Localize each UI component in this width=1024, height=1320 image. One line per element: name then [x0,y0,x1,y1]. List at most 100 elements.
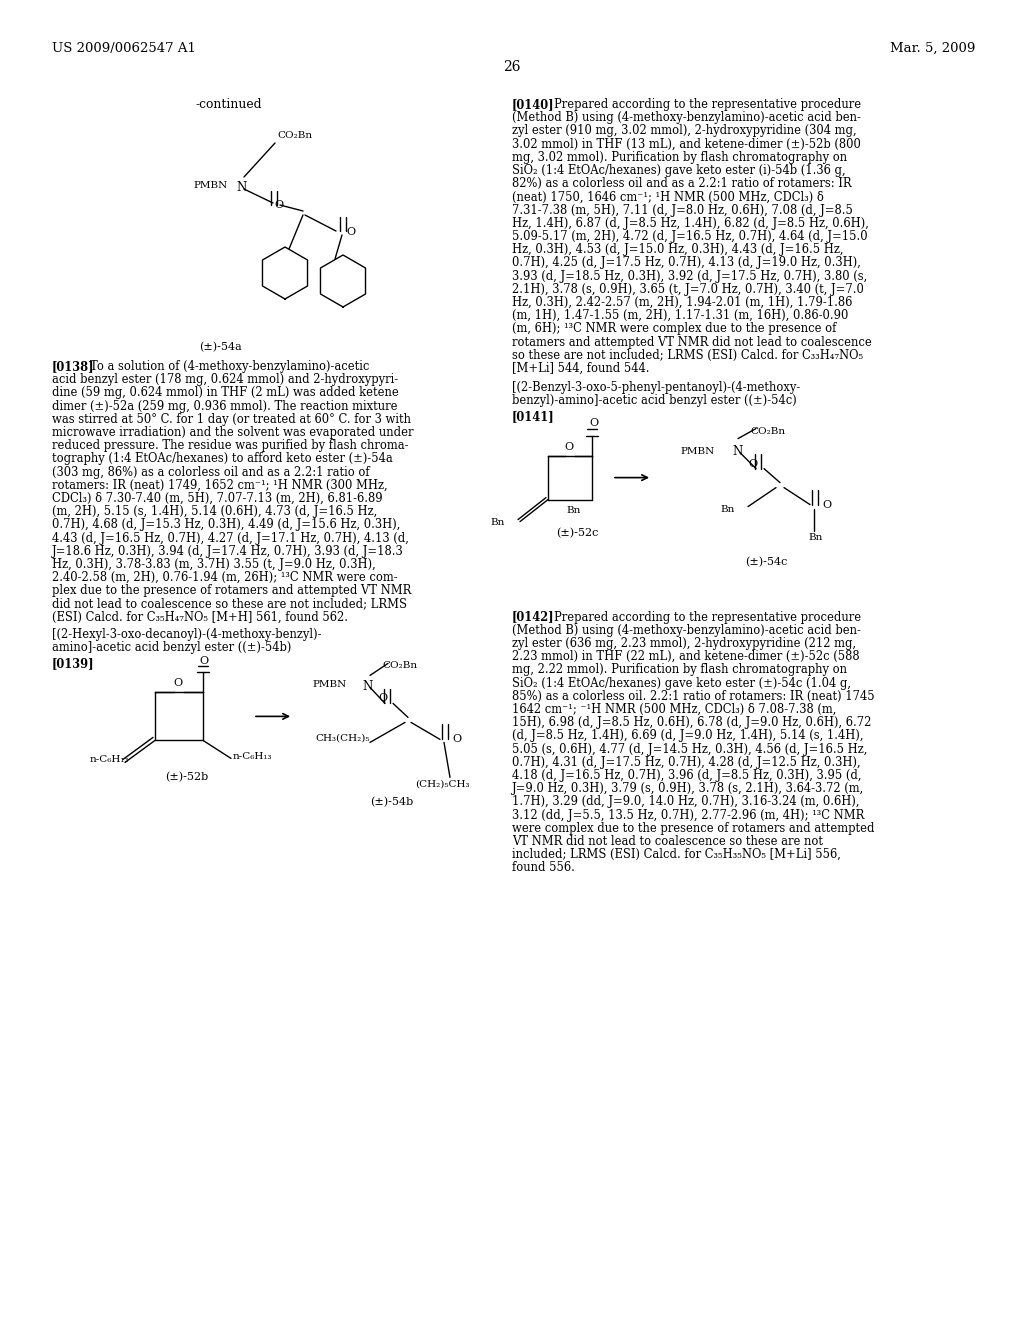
Text: (±)-54c: (±)-54c [745,557,787,566]
Text: 3.02 mmol) in THF (13 mL), and ketene-dimer (±)-52b (800: 3.02 mmol) in THF (13 mL), and ketene-di… [512,137,861,150]
Text: 26: 26 [503,59,521,74]
Text: 5.09-5.17 (m, 2H), 4.72 (d, J=16.5 Hz, 0.7H), 4.64 (d, J=15.0: 5.09-5.17 (m, 2H), 4.72 (d, J=16.5 Hz, 0… [512,230,867,243]
Text: 1642 cm⁻¹; ⁻¹H NMR (500 MHz, CDCl₃) δ 7.08-7.38 (m,: 1642 cm⁻¹; ⁻¹H NMR (500 MHz, CDCl₃) δ 7.… [512,704,837,715]
Text: mg, 3.02 mmol). Purification by flash chromatography on: mg, 3.02 mmol). Purification by flash ch… [512,150,847,164]
Text: VT NMR did not lead to coalescence so these are not: VT NMR did not lead to coalescence so th… [512,836,823,847]
Text: (Method B) using (4-methoxy-benzylamino)-acetic acid ben-: (Method B) using (4-methoxy-benzylamino)… [512,111,861,124]
Text: n-C₆H₁₃: n-C₆H₁₃ [233,752,272,762]
Text: CH₃(CH₂)₅: CH₃(CH₂)₅ [315,734,370,742]
Text: To a solution of (4-methoxy-benzylamino)-acetic: To a solution of (4-methoxy-benzylamino)… [90,360,370,374]
Text: 85%) as a colorless oil. 2.2:1 ratio of rotamers: IR (neat) 1745: 85%) as a colorless oil. 2.2:1 ratio of … [512,690,874,702]
Text: dimer (±)-52a (259 mg, 0.936 mmol). The reaction mixture: dimer (±)-52a (259 mg, 0.936 mmol). The … [52,400,397,413]
Text: plex due to the presence of rotamers and attempted VT NMR: plex due to the presence of rotamers and… [52,585,412,598]
Text: did not lead to coalescence so these are not included; LRMS: did not lead to coalescence so these are… [52,598,407,611]
Text: 0.7H), 4.31 (d, J=17.5 Hz, 0.7H), 4.28 (d, J=12.5 Hz, 0.3H),: 0.7H), 4.31 (d, J=17.5 Hz, 0.7H), 4.28 (… [512,756,860,768]
Text: n-C₆H₁₃: n-C₆H₁₃ [90,755,129,764]
Text: O: O [274,201,283,210]
Text: dine (59 mg, 0.624 mmol) in THF (2 mL) was added ketene: dine (59 mg, 0.624 mmol) in THF (2 mL) w… [52,387,398,400]
Text: 2.1H), 3.78 (s, 0.9H), 3.65 (t, J=7.0 Hz, 0.7H), 3.40 (t, J=7.0: 2.1H), 3.78 (s, 0.9H), 3.65 (t, J=7.0 Hz… [512,282,864,296]
Text: (m, 1H), 1.47-1.55 (m, 2H), 1.17-1.31 (m, 16H), 0.86-0.90: (m, 1H), 1.47-1.55 (m, 2H), 1.17-1.31 (m… [512,309,848,322]
Text: reduced pressure. The residue was purified by flash chroma-: reduced pressure. The residue was purifi… [52,440,409,453]
Text: so these are not included; LRMS (ESI) Calcd. for C₃₃H₄₇NO₅: so these are not included; LRMS (ESI) Ca… [512,348,863,362]
Text: 4.18 (d, J=16.5 Hz, 0.7H), 3.96 (d, J=8.5 Hz, 0.3H), 3.95 (d,: 4.18 (d, J=16.5 Hz, 0.7H), 3.96 (d, J=8.… [512,770,861,781]
Text: [0139]: [0139] [52,657,94,671]
Text: 3.12 (dd, J=5.5, 13.5 Hz, 0.7H), 2.77-2.96 (m, 4H); ¹³C NMR: 3.12 (dd, J=5.5, 13.5 Hz, 0.7H), 2.77-2.… [512,809,864,821]
Text: (±)-52b: (±)-52b [165,772,208,783]
Text: (d, J=8.5 Hz, 1.4H), 6.69 (d, J=9.0 Hz, 1.4H), 5.14 (s, 1.4H),: (d, J=8.5 Hz, 1.4H), 6.69 (d, J=9.0 Hz, … [512,730,863,742]
Text: N: N [732,445,742,458]
Text: zyl ester (636 mg, 2.23 mmol), 2-hydroxypyridine (212 mg,: zyl ester (636 mg, 2.23 mmol), 2-hydroxy… [512,638,856,649]
Text: CO₂Bn: CO₂Bn [382,661,417,671]
Text: PMBN: PMBN [193,181,227,190]
Text: [0138]: [0138] [52,360,94,374]
Text: acid benzyl ester (178 mg, 0.624 mmol) and 2-hydroxypyri-: acid benzyl ester (178 mg, 0.624 mmol) a… [52,374,398,387]
Text: Prepared according to the representative procedure: Prepared according to the representative… [554,611,861,623]
Text: 2.23 mmol) in THF (22 mL), and ketene-dimer (±)-52c (588: 2.23 mmol) in THF (22 mL), and ketene-di… [512,651,859,663]
Text: (±)-52c: (±)-52c [556,528,598,539]
Text: Hz, 1.4H), 6.87 (d, J=8.5 Hz, 1.4H), 6.82 (d, J=8.5 Hz, 0.6H),: Hz, 1.4H), 6.87 (d, J=8.5 Hz, 1.4H), 6.8… [512,216,869,230]
Text: SiO₂ (1:4 EtOAc/hexanes) gave keto ester (i)-54b (1.36 g,: SiO₂ (1:4 EtOAc/hexanes) gave keto ester… [512,164,846,177]
Text: 0.7H), 4.68 (d, J=15.3 Hz, 0.3H), 4.49 (d, J=15.6 Hz, 0.3H),: 0.7H), 4.68 (d, J=15.3 Hz, 0.3H), 4.49 (… [52,519,400,532]
Text: 82%) as a colorless oil and as a 2.2:1 ratio of rotamers: IR: 82%) as a colorless oil and as a 2.2:1 r… [512,177,852,190]
Text: Hz, 0.3H), 4.53 (d, J=15.0 Hz, 0.3H), 4.43 (d, J=16.5 Hz,: Hz, 0.3H), 4.53 (d, J=15.0 Hz, 0.3H), 4.… [512,243,844,256]
Text: Mar. 5, 2009: Mar. 5, 2009 [890,42,975,55]
Text: (ESI) Calcd. for C₃₅H₄₇NO₅ [M+H] 561, found 562.: (ESI) Calcd. for C₃₅H₄₇NO₅ [M+H] 561, fo… [52,611,348,624]
Text: 2.40-2.58 (m, 2H), 0.76-1.94 (m, 26H); ¹³C NMR were com-: 2.40-2.58 (m, 2H), 0.76-1.94 (m, 26H); ¹… [52,572,397,585]
Text: SiO₂ (1:4 EtOAc/hexanes) gave keto ester (±)-54c (1.04 g,: SiO₂ (1:4 EtOAc/hexanes) gave keto ester… [512,677,851,689]
Text: zyl ester (910 mg, 3.02 mmol), 2-hydroxypyridine (304 mg,: zyl ester (910 mg, 3.02 mmol), 2-hydroxy… [512,124,857,137]
Text: Hz, 0.3H), 3.78-3.83 (m, 3.7H) 3.55 (t, J=9.0 Hz, 0.3H),: Hz, 0.3H), 3.78-3.83 (m, 3.7H) 3.55 (t, … [52,558,376,572]
Text: O: O [346,227,355,238]
Text: microwave irradiation) and the solvent was evaporated under: microwave irradiation) and the solvent w… [52,426,414,440]
Text: US 2009/0062547 A1: US 2009/0062547 A1 [52,42,196,55]
Text: Hz, 0.3H), 2.42-2.57 (m, 2H), 1.94-2.01 (m, 1H), 1.79-1.86: Hz, 0.3H), 2.42-2.57 (m, 2H), 1.94-2.01 … [512,296,852,309]
Text: 0.7H), 4.25 (d, J=17.5 Hz, 0.7H), 4.13 (d, J=19.0 Hz, 0.3H),: 0.7H), 4.25 (d, J=17.5 Hz, 0.7H), 4.13 (… [512,256,861,269]
Text: rotamers and attempted VT NMR did not lead to coalescence: rotamers and attempted VT NMR did not le… [512,335,871,348]
Text: O: O [822,499,831,510]
Text: 5.05 (s, 0.6H), 4.77 (d, J=14.5 Hz, 0.3H), 4.56 (d, J=16.5 Hz,: 5.05 (s, 0.6H), 4.77 (d, J=14.5 Hz, 0.3H… [512,743,867,755]
Text: (CH₂)₅CH₃: (CH₂)₅CH₃ [415,779,469,788]
Text: 3.93 (d, J=18.5 Hz, 0.3H), 3.92 (d, J=17.5 Hz, 0.7H), 3.80 (s,: 3.93 (d, J=18.5 Hz, 0.3H), 3.92 (d, J=17… [512,269,867,282]
Text: included; LRMS (ESI) Calcd. for C₃₅H₃₅NO₅ [M+Li] 556,: included; LRMS (ESI) Calcd. for C₃₅H₃₅NO… [512,849,841,861]
Text: 7.31-7.38 (m, 5H), 7.11 (d, J=8.0 Hz, 0.6H), 7.08 (d, J=8.5: 7.31-7.38 (m, 5H), 7.11 (d, J=8.0 Hz, 0.… [512,203,853,216]
Text: were complex due to the presence of rotamers and attempted: were complex due to the presence of rota… [512,822,874,834]
Text: O: O [564,442,573,451]
Text: tography (1:4 EtOAc/hexanes) to afford keto ester (±)-54a: tography (1:4 EtOAc/hexanes) to afford k… [52,453,393,466]
Text: CO₂Bn: CO₂Bn [750,426,785,436]
Text: [M+Li] 544, found 544.: [M+Li] 544, found 544. [512,362,649,375]
Text: Bn: Bn [490,517,505,527]
Text: PMBN: PMBN [312,680,346,689]
Text: (m, 2H), 5.15 (s, 1.4H), 5.14 (0.6H), 4.73 (d, J=16.5 Hz,: (m, 2H), 5.15 (s, 1.4H), 5.14 (0.6H), 4.… [52,506,377,519]
Text: J=18.6 Hz, 0.3H), 3.94 (d, J=17.4 Hz, 0.7H), 3.93 (d, J=18.3: J=18.6 Hz, 0.3H), 3.94 (d, J=17.4 Hz, 0.… [52,545,403,558]
Text: -continued: -continued [195,98,261,111]
Text: O: O [378,693,387,704]
Text: Bn: Bn [720,504,734,513]
Text: was stirred at 50° C. for 1 day (or treated at 60° C. for 3 with: was stirred at 50° C. for 1 day (or trea… [52,413,411,426]
Text: O: O [748,458,757,469]
Text: (±)-54a: (±)-54a [199,342,242,352]
Text: rotamers: IR (neat) 1749, 1652 cm⁻¹; ¹H NMR (300 MHz,: rotamers: IR (neat) 1749, 1652 cm⁻¹; ¹H … [52,479,388,492]
Text: 1.7H), 3.29 (dd, J=9.0, 14.0 Hz, 0.7H), 3.16-3.24 (m, 0.6H),: 1.7H), 3.29 (dd, J=9.0, 14.0 Hz, 0.7H), … [512,796,859,808]
Text: (m, 6H); ¹³C NMR were complex due to the presence of: (m, 6H); ¹³C NMR were complex due to the… [512,322,837,335]
Text: (Method B) using (4-methoxy-benzylamino)-acetic acid ben-: (Method B) using (4-methoxy-benzylamino)… [512,624,861,636]
Text: (303 mg, 86%) as a colorless oil and as a 2.2:1 ratio of: (303 mg, 86%) as a colorless oil and as … [52,466,370,479]
Text: O: O [173,678,182,689]
Text: (neat) 1750, 1646 cm⁻¹; ¹H NMR (500 MHz, CDCl₃) δ: (neat) 1750, 1646 cm⁻¹; ¹H NMR (500 MHz,… [512,190,824,203]
Text: 4.43 (d, J=16.5 Hz, 0.7H), 4.27 (d, J=17.1 Hz, 0.7H), 4.13 (d,: 4.43 (d, J=16.5 Hz, 0.7H), 4.27 (d, J=17… [52,532,409,545]
Text: O: O [452,734,461,744]
Text: [(2-Hexyl-3-oxo-decanoyl)-(4-methoxy-benzyl)-: [(2-Hexyl-3-oxo-decanoyl)-(4-methoxy-ben… [52,628,322,642]
Text: CDCl₃) δ 7.30-7.40 (m, 5H), 7.07-7.13 (m, 2H), 6.81-6.89: CDCl₃) δ 7.30-7.40 (m, 5H), 7.07-7.13 (m… [52,492,383,506]
Text: mg, 2.22 mmol). Purification by flash chromatography on: mg, 2.22 mmol). Purification by flash ch… [512,664,847,676]
Text: O: O [199,656,208,667]
Text: Bn: Bn [566,506,581,515]
Text: J=9.0 Hz, 0.3H), 3.79 (s, 0.9H), 3.78 (s, 2.1H), 3.64-3.72 (m,: J=9.0 Hz, 0.3H), 3.79 (s, 0.9H), 3.78 (s… [512,783,864,795]
Text: [0141]: [0141] [512,411,555,424]
Text: Bn: Bn [808,532,822,541]
Text: O: O [589,417,598,428]
Text: benzyl)-amino]-acetic acid benzyl ester ((±)-54c): benzyl)-amino]-acetic acid benzyl ester … [512,395,797,408]
Text: CO₂Bn: CO₂Bn [278,131,312,140]
Text: [0140]: [0140] [512,98,555,111]
Text: (±)-54b: (±)-54b [370,797,414,808]
Text: amino]-acetic acid benzyl ester ((±)-54b): amino]-acetic acid benzyl ester ((±)-54b… [52,642,292,655]
Text: PMBN: PMBN [680,446,715,455]
Text: Prepared according to the representative procedure: Prepared according to the representative… [554,98,861,111]
